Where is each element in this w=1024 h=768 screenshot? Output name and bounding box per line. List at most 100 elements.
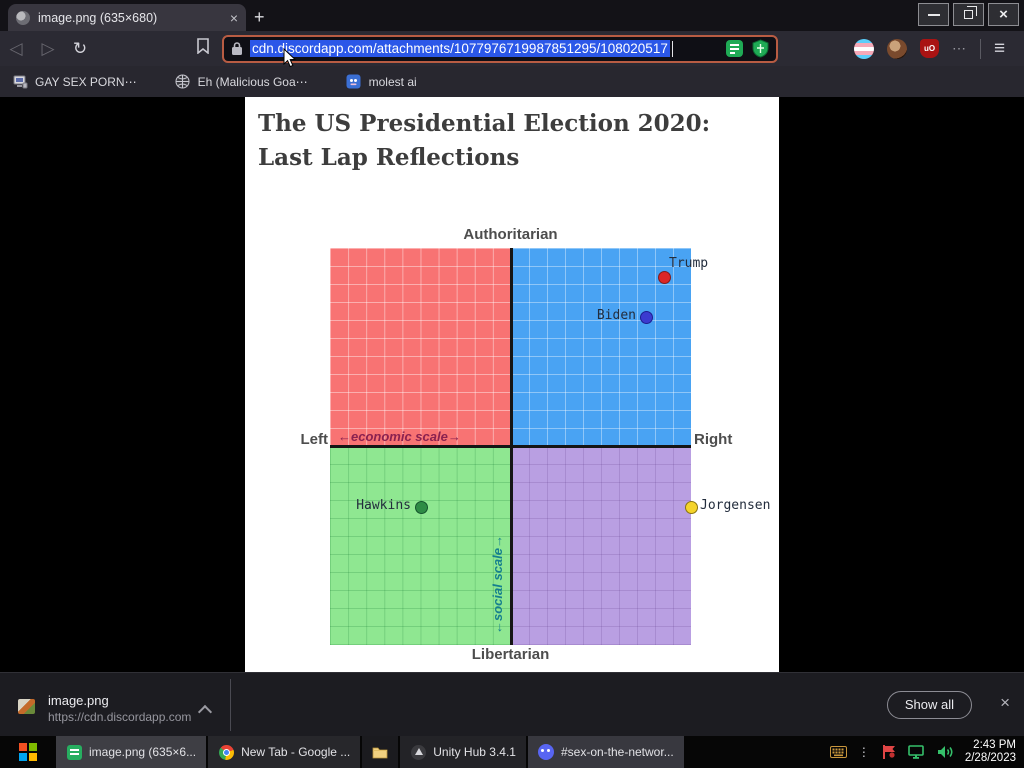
windows-logo-icon	[19, 743, 37, 761]
clock-time: 2:43 PM	[973, 739, 1016, 751]
window-close-button[interactable]: ×	[988, 3, 1019, 26]
browser-tab[interactable]: image.png (635×680) ×	[8, 4, 246, 31]
taskbar-item-unity-hub[interactable]: Unity Hub 3.4.1	[400, 736, 526, 768]
axis-label-right: Right	[694, 431, 733, 448]
data-point-trump	[657, 271, 671, 285]
bookmark-label: Eh (Malicious Goa⋯	[197, 74, 308, 89]
lock-icon	[232, 42, 242, 55]
url-bar[interactable]: cdn.discordapp.com/attachments/107797671…	[222, 34, 778, 63]
download-filename[interactable]: image.png	[48, 693, 109, 708]
toolbar-divider	[980, 38, 981, 59]
data-point-biden	[639, 310, 653, 324]
trans-flag-icon[interactable]	[854, 38, 874, 59]
chart-title-line1: The US Presidential Election 2020:	[258, 110, 711, 137]
restore-icon	[964, 6, 977, 19]
viewed-image[interactable]: The US Presidential Election 2020: Last …	[245, 97, 779, 672]
chart-title-line2: Last Lap Reflections	[258, 144, 520, 171]
new-tab-button[interactable]: +	[254, 7, 265, 27]
economic-scale-annotation: ←economic scale→	[338, 429, 461, 444]
quadrant-auth-left	[330, 248, 511, 446]
app-menu-icon[interactable]: ≡	[994, 37, 1006, 59]
tab-favicon-icon	[16, 10, 30, 25]
navigation-toolbar: ◁ ▷ ↻ cdn.discordapp.com/attachments/107…	[0, 31, 1024, 66]
start-button[interactable]	[0, 736, 56, 768]
mouse-cursor	[283, 48, 297, 68]
back-button[interactable]: ◁	[9, 38, 23, 58]
bookmark-label: molest ai	[368, 74, 417, 89]
profile-avatar[interactable]	[887, 38, 907, 59]
downloads-divider	[230, 679, 231, 731]
toolbar-right: uO ⋯ ≡	[854, 38, 1005, 60]
clock-date: 2/28/2023	[964, 752, 1016, 764]
image-app-icon	[66, 744, 82, 760]
tab-title: image.png (635×680)	[38, 10, 158, 25]
page-content: The US Presidential Election 2020: Last …	[0, 97, 1024, 672]
data-point-jorgensen	[684, 500, 698, 514]
taskbar-item-label: image.png (635×6...	[89, 745, 197, 759]
window-restore-button[interactable]	[953, 3, 984, 26]
taskbar-item-image-viewer[interactable]: image.png (635×6...	[56, 736, 207, 768]
tab-close-icon[interactable]: ×	[229, 9, 238, 26]
bookmark-label: GAY SEX PORN⋯	[35, 74, 137, 89]
tab-bar: image.png (635×680) × + ×	[0, 0, 1024, 31]
bookmark-item-2[interactable]: Eh (Malicious Goa⋯	[175, 74, 308, 90]
extension-translate-icon[interactable]	[725, 39, 744, 58]
window-minimize-button[interactable]	[918, 3, 949, 26]
unity-icon	[410, 744, 426, 760]
overflow-menu-icon[interactable]: ⋯	[952, 40, 967, 56]
ublock-extension-icon[interactable]: uO	[920, 39, 939, 58]
url-input[interactable]: cdn.discordapp.com/attachments/107797671…	[250, 40, 670, 57]
ai-app-icon	[346, 74, 362, 90]
chart-title: The US Presidential Election 2020: Last …	[258, 107, 710, 175]
reload-button[interactable]: ↻	[72, 38, 88, 58]
extension-shield-icon[interactable]	[752, 39, 769, 58]
bookmark-icon[interactable]	[188, 38, 218, 59]
bookmark-item-3[interactable]: molest ai	[346, 74, 417, 90]
taskbar-item-label: New Tab - Google ...	[241, 745, 351, 759]
text-caret	[671, 40, 674, 57]
y-axis-line	[509, 248, 513, 645]
chevron-up-icon[interactable]	[197, 704, 213, 720]
discord-icon	[537, 744, 554, 760]
axis-label-authoritarian: Authoritarian	[463, 226, 558, 243]
computer-icon	[12, 74, 28, 90]
volume-icon[interactable]	[937, 745, 954, 759]
compass-chart: ←economic scale→ ←social scale→ Trump Bid…	[330, 248, 770, 645]
point-label-trump: Trump	[669, 255, 709, 271]
bookmark-item-1[interactable]: GAY SEX PORN⋯	[12, 74, 137, 90]
system-tray: ⋮ 2:43 PM 2/28/2023	[829, 736, 1024, 768]
notification-flag-icon[interactable]	[881, 744, 897, 760]
social-scale-annotation: ←social scale→	[490, 535, 505, 634]
download-source-url: https://cdn.discordapp.com	[48, 710, 192, 724]
taskbar-item-discord[interactable]: #sex-on-the-networ...	[527, 736, 684, 768]
taskbar-item-file-explorer[interactable]	[362, 736, 399, 768]
folder-icon	[372, 744, 388, 760]
downloads-bar: image.png https://cdn.discordapp.com Sho…	[0, 672, 1024, 736]
downloads-close-icon[interactable]: ×	[1000, 693, 1010, 712]
bookmark-ribbon-icon	[197, 38, 209, 55]
quadrant-lib-right	[511, 446, 691, 645]
point-label-hawkins: Hawkins	[356, 498, 411, 514]
forward-button[interactable]: ▷	[41, 38, 55, 58]
point-label-jorgensen: Jorgensen	[700, 498, 771, 514]
bookmarks-bar: GAY SEX PORN⋯ Eh (Malicious Goa⋯ molest …	[0, 66, 1024, 97]
taskbar-item-chrome[interactable]: New Tab - Google ...	[208, 736, 361, 768]
minimize-icon	[927, 13, 940, 16]
show-all-button[interactable]: Show all	[886, 691, 972, 719]
quadrant-lib-left	[330, 446, 511, 645]
hidden-icons-chevron[interactable]: ⋮	[857, 745, 870, 759]
touch-keyboard-icon[interactable]	[829, 746, 847, 758]
network-display-icon[interactable]	[908, 744, 926, 760]
download-thumbnail-icon	[18, 699, 35, 714]
data-point-hawkins	[414, 500, 428, 514]
window-controls: ×	[918, 3, 1019, 26]
chrome-icon	[218, 744, 234, 760]
point-label-biden: Biden	[596, 308, 636, 324]
taskbar-item-label: Unity Hub 3.4.1	[433, 745, 516, 759]
axis-label-left: Left	[300, 431, 329, 448]
taskbar-item-label: #sex-on-the-networ...	[560, 745, 674, 759]
taskbar-clock[interactable]: 2:43 PM 2/28/2023	[965, 739, 1016, 765]
close-icon: ×	[999, 6, 1008, 23]
globe-icon	[175, 74, 191, 90]
